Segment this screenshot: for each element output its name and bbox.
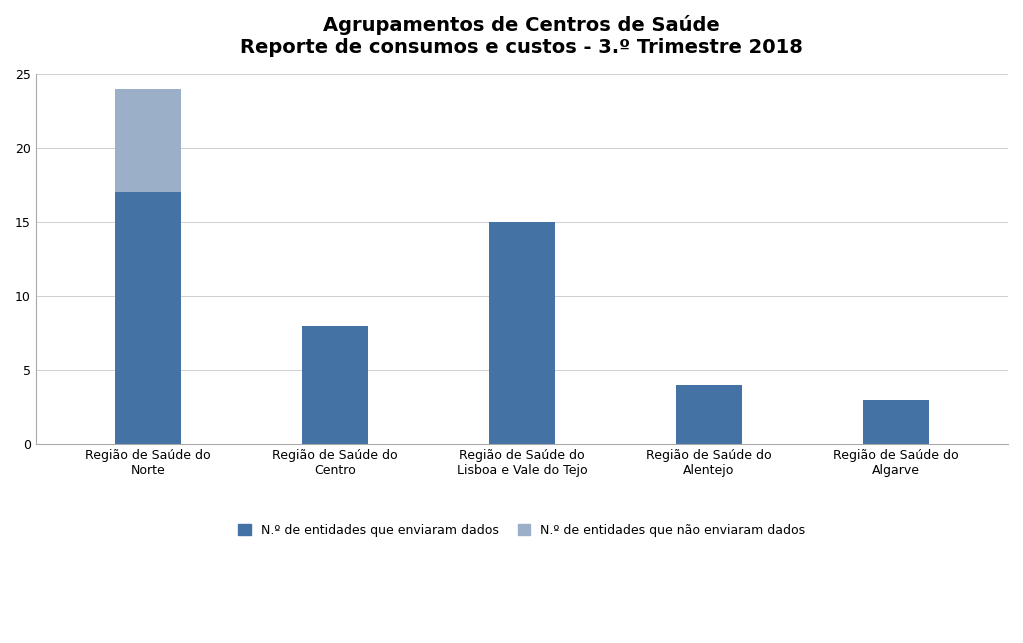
Bar (863, 400, 929, 444)
Bar (116, 89, 181, 192)
Bar (302, 325, 367, 444)
Title: Agrupamentos de Centros de Saúde
Reporte de consumos e custos - 3.º Trimestre 20: Agrupamentos de Centros de Saúde Reporte… (240, 15, 803, 57)
Bar (116, 192, 181, 444)
Bar (489, 222, 554, 444)
Bar (676, 385, 742, 444)
Legend: N.º de entidades que enviaram dados, N.º de entidades que não enviaram dados: N.º de entidades que enviaram dados, N.º… (233, 519, 810, 541)
